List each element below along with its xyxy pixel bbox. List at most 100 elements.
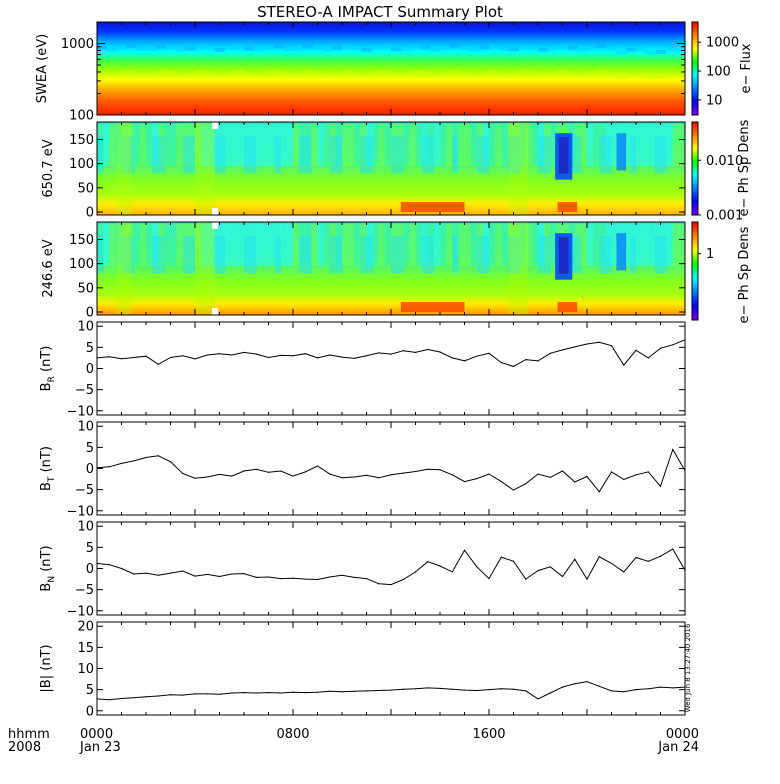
field-point-5-45 [647, 560, 649, 562]
field-point-3-31 [476, 355, 478, 357]
field-point-5-39 [574, 558, 576, 560]
swea-cbar-tick-1: 100 [706, 65, 731, 80]
field-point-5-20 [341, 574, 343, 576]
field-point-4-27 [427, 468, 429, 470]
panel6-ytick-3: 15 [77, 641, 94, 656]
field-point-5-23 [378, 583, 380, 585]
time-tick-label-0: 0000 [80, 727, 113, 742]
field-point-3-29 [451, 357, 453, 359]
pitch-cbar-label-1: e− Ph Sp Dens [737, 119, 752, 216]
field-point-4-16 [292, 475, 294, 477]
field-point-6-17 [304, 691, 306, 694]
field-point-3-44 [635, 349, 637, 351]
field-point-4-12 [243, 470, 245, 472]
field-point-3-16 [292, 355, 294, 357]
field-point-5-42 [610, 562, 613, 565]
field-point-3-23 [378, 352, 380, 354]
panel2-ytick-0: 0 [86, 306, 94, 321]
field-point-6-2 [120, 697, 123, 700]
swea-cbar-label: e− Flux [739, 43, 754, 93]
field-point-3-10 [218, 353, 221, 355]
field-point-4-39 [574, 481, 576, 483]
field-point-3-1 [108, 356, 110, 358]
field-point-5-2 [120, 567, 123, 570]
field-point-3-43 [623, 364, 625, 366]
swea-ytick-1: 1000 [61, 37, 94, 52]
field-point-4-14 [267, 471, 270, 473]
field-point-5-21 [353, 576, 355, 578]
field-point-6-14 [267, 691, 270, 694]
field-point-6-29 [451, 688, 453, 690]
time-tick-date-3: Jan 24 [657, 740, 699, 755]
plot-title: STEREO-A IMPACT Summary Plot [257, 3, 503, 21]
field-ylabel-5: BN (nT) [39, 545, 57, 591]
panel1-ytick-0: 0 [86, 206, 94, 221]
swea-spectrogram [97, 22, 685, 115]
field-point-6-32 [488, 689, 490, 691]
field-point-6-1 [108, 699, 110, 701]
field-point-3-27 [427, 348, 429, 351]
pitch-ylabel-1: 650.7 eV [41, 139, 56, 197]
field-point-3-38 [561, 349, 564, 351]
field-point-4-37 [549, 476, 551, 478]
field-point-6-6 [169, 694, 172, 696]
field-point-3-17 [304, 353, 306, 355]
panel4-ytick-4: 10 [77, 420, 94, 435]
field-panel-4: −10 −5 0 5 10 BT (nT) [39, 420, 686, 519]
field-point-4-15 [280, 470, 282, 472]
field-point-3-34 [512, 365, 515, 367]
field-point-4-41 [598, 491, 600, 493]
field-point-5-32 [488, 578, 490, 580]
field-point-6-34 [512, 688, 515, 690]
field-point-4-45 [647, 471, 649, 473]
field-series-line-5 [96, 548, 686, 586]
swea-colorbar [691, 21, 699, 116]
field-point-5-16 [292, 577, 294, 579]
pitch-cbar-tick-1-1: 0.010 [706, 154, 743, 169]
field-point-4-25 [402, 472, 404, 474]
field-point-6-19 [329, 690, 331, 692]
field-point-5-48 [684, 569, 686, 571]
field-point-4-26 [414, 470, 417, 473]
field-point-5-24 [390, 583, 392, 586]
field-frame-6 [96, 621, 686, 716]
pitch-cbar-label-2: e− Ph Sp Dens [737, 226, 752, 323]
field-point-5-0 [96, 562, 98, 565]
field-point-5-40 [586, 578, 588, 580]
field-point-6-26 [414, 688, 417, 690]
field-point-4-11 [231, 475, 233, 477]
field-point-4-13 [255, 468, 257, 470]
field-point-3-26 [414, 351, 417, 354]
panel3-ytick-4: 10 [77, 320, 94, 335]
field-point-6-24 [390, 689, 392, 691]
pitch-colorbar-1 [691, 121, 699, 216]
panel4-ytick-2: 0 [86, 462, 94, 477]
field-point-5-15 [280, 578, 282, 580]
field-point-6-48 [684, 686, 686, 688]
time-axis-row2-label: 2008 [8, 740, 41, 755]
field-point-5-1 [108, 564, 110, 566]
field-point-6-44 [635, 689, 637, 691]
field-point-5-28 [439, 565, 441, 567]
field-point-6-41 [598, 685, 600, 687]
field-point-5-19 [329, 576, 331, 578]
field-point-4-48 [684, 470, 686, 472]
field-point-5-14 [267, 576, 270, 578]
panel5-ytick-1: −5 [75, 583, 94, 598]
field-series-line-3 [96, 339, 686, 367]
field-point-6-16 [292, 691, 294, 693]
field-point-6-40 [586, 681, 588, 683]
panel4-ytick-1: −5 [75, 483, 94, 498]
field-point-4-33 [500, 481, 502, 483]
field-point-6-8 [194, 693, 196, 695]
field-point-6-21 [353, 690, 355, 692]
time-tick-label-1: 0800 [276, 727, 309, 742]
field-point-6-33 [500, 688, 502, 690]
time-tick-label-2: 1600 [472, 727, 505, 742]
field-point-4-29 [451, 474, 453, 476]
field-point-5-4 [145, 572, 147, 574]
field-frame-3 [96, 321, 686, 416]
field-point-5-35 [525, 578, 527, 580]
field-point-3-42 [610, 345, 613, 347]
